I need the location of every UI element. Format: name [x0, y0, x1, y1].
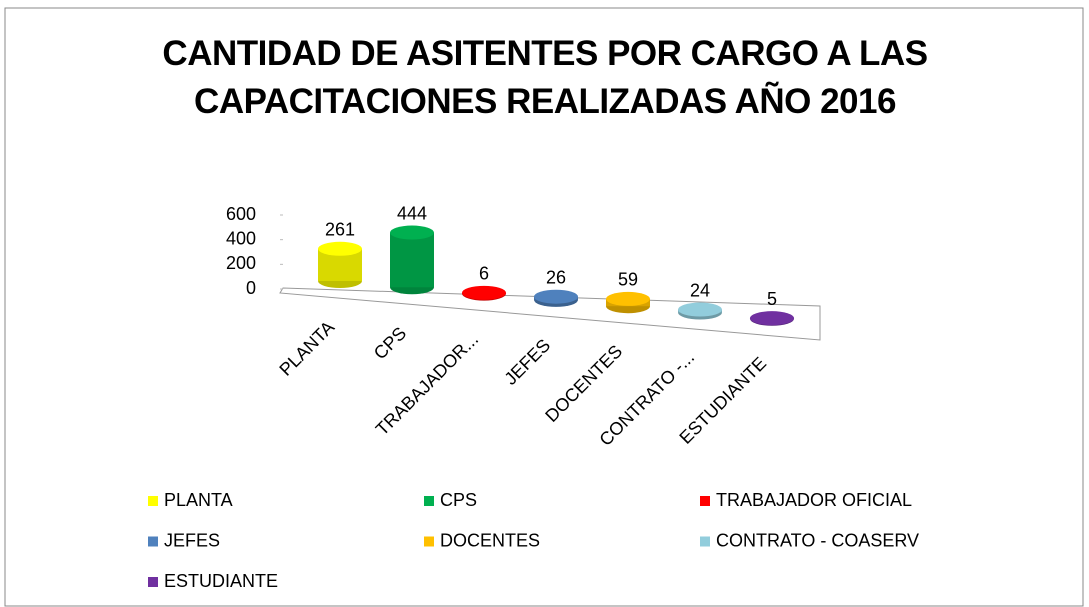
chart-border	[4, 7, 1084, 607]
legend-swatch	[424, 536, 434, 547]
y-tick-label: 600	[226, 204, 256, 224]
value-label: 261	[325, 220, 355, 240]
legend-swatch	[148, 577, 158, 587]
value-label: 5	[767, 289, 777, 309]
y-tick-label: 200	[226, 253, 256, 273]
legend-label: JEFES	[164, 530, 220, 550]
cylinder-top	[390, 225, 434, 240]
legend-label: CONTRATO - COASERV	[716, 530, 919, 550]
value-label: 59	[618, 270, 638, 290]
cylinder-body	[390, 232, 434, 288]
legend-swatch	[700, 536, 710, 547]
legend-swatch	[424, 496, 434, 506]
legend-label: ESTUDIANTE	[164, 571, 278, 591]
cylinder-top	[534, 289, 578, 304]
y-tick-label: 0	[246, 278, 256, 298]
cylinder	[678, 302, 722, 320]
y-tick-label: 400	[226, 228, 256, 248]
cylinder	[390, 225, 434, 295]
cylinder-top	[606, 291, 650, 306]
legend-swatch	[148, 496, 158, 506]
cylinder	[606, 291, 650, 314]
cylinder-top	[318, 241, 362, 256]
value-label: 24	[690, 280, 710, 300]
chart-title: CANTIDAD DE ASITENTES POR CARGO A LAS CA…	[162, 34, 928, 121]
cylinder	[534, 289, 578, 307]
cylinder	[750, 311, 794, 326]
cylinder-top	[678, 302, 722, 317]
value-label: 444	[397, 203, 427, 223]
cylinder-top	[462, 285, 506, 300]
cylinder	[318, 241, 362, 288]
legend-swatch	[148, 536, 158, 547]
cylinder-top	[750, 311, 794, 326]
legend-label: DOCENTES	[440, 530, 540, 550]
value-label: 6	[479, 264, 489, 284]
legend-label: CPS	[440, 490, 477, 510]
legend-label: TRABAJADOR OFICIAL	[716, 490, 912, 510]
legend-label: PLANTA	[164, 490, 233, 510]
legend-swatch	[700, 496, 710, 506]
cylinder	[462, 285, 506, 301]
value-label: 26	[546, 267, 566, 287]
